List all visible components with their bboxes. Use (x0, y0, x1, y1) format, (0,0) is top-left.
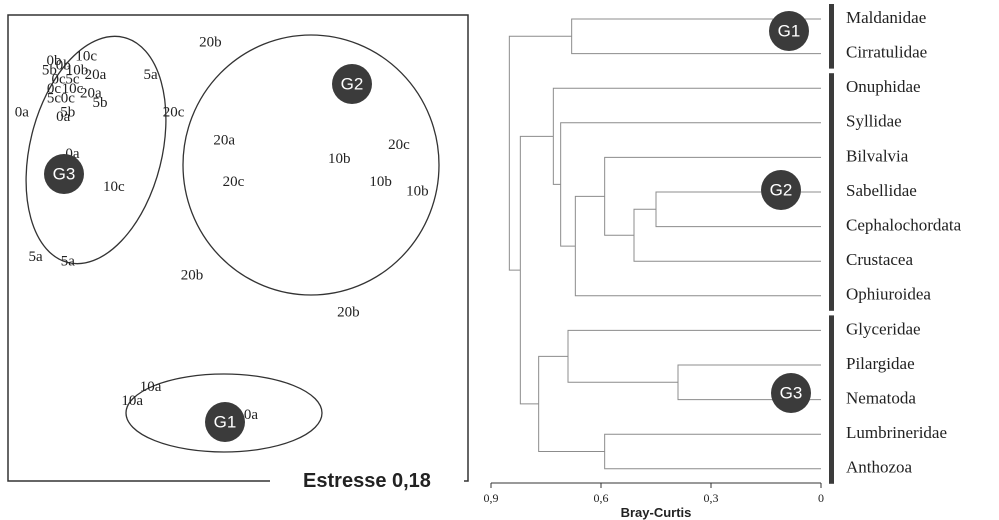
leaf-label-nematoda: Nematoda (846, 389, 916, 408)
sample-point-10c: 10c (103, 179, 125, 195)
leaf-label-cephalochordata: Cephalochordata (846, 216, 962, 235)
dendro-badge-g1 (769, 11, 809, 51)
leaf-label-crustacea: Crustacea (846, 250, 913, 269)
dendrogram-x-axis: 0,9 0,6 0,3 0 (484, 482, 824, 505)
dendrogram-branch-3 (633, 208, 821, 262)
dendrogram-branch-4 (604, 156, 821, 236)
dendro-badge-label-g2: G2 (770, 180, 793, 199)
dendrogram-branch-10 (604, 433, 821, 470)
dendrogram-branch-5 (574, 195, 821, 297)
group-bar-g2 (829, 73, 834, 311)
sample-point-10a: 10a (121, 393, 143, 409)
dendro-badge-g3 (771, 373, 811, 413)
sample-point-0c: 0c (47, 81, 62, 97)
sample-point-20a: 20a (85, 67, 107, 83)
dendrogram-branch-6 (560, 122, 821, 247)
dendrogram-group-bars (829, 4, 834, 484)
leaf-label-ophiuroidea: Ophiuroidea (846, 285, 931, 304)
leaf-label-syllidae: Syllidae (846, 112, 902, 131)
sample-point-5a: 5a (29, 249, 44, 265)
dendro-badge-label-g3: G3 (780, 383, 803, 402)
sample-point-20c: 20c (223, 174, 245, 190)
sample-point-0b: 0b (47, 53, 62, 69)
sample-point-5b: 5b (42, 62, 57, 78)
dendrogram-branch-1 (571, 18, 821, 55)
sample-point-0c: 0c (52, 72, 67, 88)
sample-point-0b: 0b (56, 58, 71, 74)
dendrogram-branches (508, 18, 821, 470)
ellipse-g1 (125, 373, 323, 453)
group-bar-g1 (829, 4, 834, 69)
ordination-group-badges: G3 G2 G1 (44, 64, 372, 442)
sample-point-10b: 10b (328, 151, 351, 167)
sample-point-5c: 5c (65, 72, 80, 88)
sample-point-0a: 0a (15, 104, 30, 120)
stress-label-bg (270, 466, 464, 492)
ellipse-g3 (25, 35, 167, 265)
dendrogram-branch-13 (508, 35, 572, 271)
leaf-label-glyceridae: Glyceridae (846, 319, 921, 338)
leaf-label-pilargidae: Pilargidae (846, 354, 915, 373)
sample-point-20c: 20c (163, 104, 185, 120)
dendrogram-branch-12 (519, 135, 554, 405)
dendrogram-leaf-labels: Maldanidae Cirratulidae Onuphidae Syllidae B… (846, 8, 962, 477)
group-badge-label-g2: G2 (341, 74, 364, 93)
leaf-label-maldanidae: Maldanidae (846, 8, 926, 27)
dendrogram-branch-11 (538, 355, 605, 452)
x-axis-label: Bray-Curtis (621, 505, 692, 520)
sample-point-0c: 0c (61, 90, 76, 106)
leaf-label-onuphidae: Onuphidae (846, 77, 921, 96)
dendrogram-panel: Maldanidae Cirratulidae Onuphidae Syllidae B… (484, 4, 962, 520)
group-bar-g3 (829, 315, 834, 484)
leaf-label-sabellidae: Sabellidae (846, 181, 917, 200)
sample-point-5c: 5c (47, 90, 62, 106)
leaf-label-lumbrineridae: Lumbrineridae (846, 423, 947, 442)
sample-point-20a: 20a (80, 86, 102, 102)
sample-point-5a: 5a (144, 67, 159, 83)
sample-point-10b: 10b (406, 184, 429, 200)
x-tick-label: 0 (818, 491, 824, 505)
group-badge-g1 (205, 402, 245, 442)
dendrogram-group-badges: G1 G2 G3 (761, 11, 811, 413)
sample-point-5b: 5b (93, 95, 108, 111)
x-tick-label: 0,3 (704, 491, 719, 505)
sample-point-10c: 10c (75, 48, 97, 64)
leaf-label-anthozoa: Anthozoa (846, 458, 913, 477)
stress-label: Estresse 0,18 (303, 470, 431, 492)
sample-point-10c: 10c (62, 81, 84, 97)
group-badge-label-g3: G3 (53, 164, 76, 183)
group-badge-label-g1: G1 (214, 412, 237, 431)
leaf-label-bilvalvia: Bilvalvia (846, 146, 909, 165)
sample-point-20c: 20c (388, 137, 410, 153)
sample-point-5b: 5b (60, 104, 75, 120)
sample-point-10b: 10b (369, 174, 392, 190)
x-tick-label: 0,6 (594, 491, 609, 505)
sample-point-10b: 10b (66, 62, 89, 78)
sample-point-5a: 5a (61, 253, 76, 269)
group-badge-g2 (332, 64, 372, 104)
ordination-frame (7, 14, 469, 482)
dendro-badge-label-g1: G1 (778, 21, 801, 40)
sample-point-10a: 10a (140, 379, 162, 395)
group-badge-g3 (44, 154, 84, 194)
dendrogram-branch-7 (552, 87, 821, 185)
x-tick-label: 0,9 (484, 491, 499, 505)
sample-point-20b: 20b (181, 267, 204, 283)
dendro-badge-g2 (761, 170, 801, 210)
group-ellipses (25, 34, 440, 453)
sample-point-0a: 0a (56, 109, 71, 125)
leaf-label-cirratulidae: Cirratulidae (846, 43, 927, 62)
dendrogram-branch-9 (567, 329, 821, 383)
ellipse-g2 (182, 34, 440, 296)
sample-point-20b: 20b (337, 305, 360, 321)
sample-point-20b: 20b (199, 34, 222, 50)
sample-point-20a: 20a (213, 132, 235, 148)
